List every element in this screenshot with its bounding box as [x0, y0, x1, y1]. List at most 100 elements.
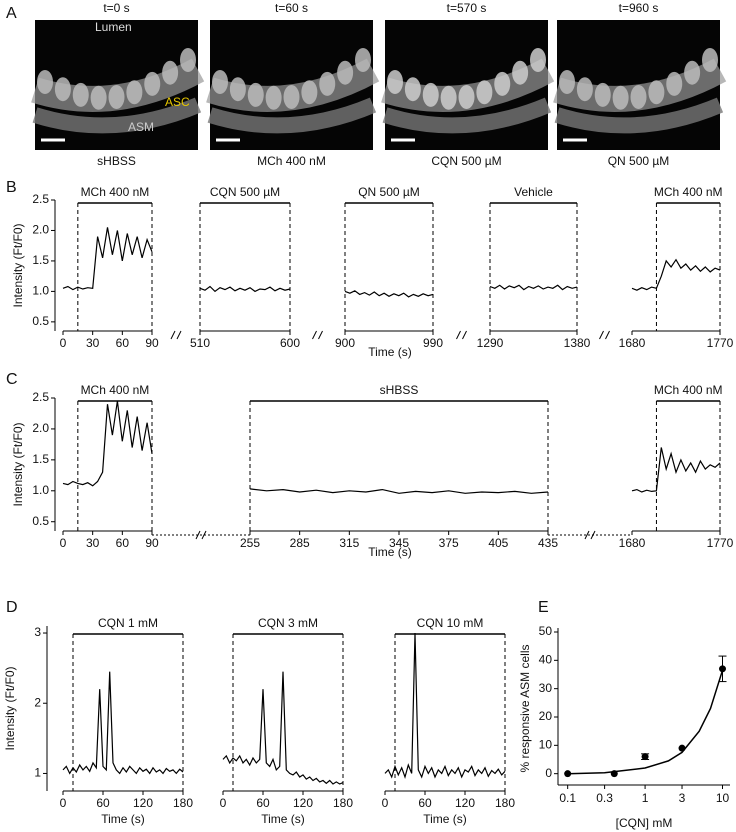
y-tick-label: 2.0 [32, 421, 49, 435]
stimulus-label: CQN 10 mM [417, 616, 484, 630]
image-caption: sHBSS [97, 154, 136, 168]
cell [90, 85, 107, 110]
y-tick-label: 1.0 [32, 284, 49, 298]
x-tick-label: 1770 [707, 336, 734, 350]
asm-label: ASM [128, 120, 154, 134]
y-tick-label: 1.5 [32, 452, 49, 466]
y-tick-label: 50 [539, 624, 553, 638]
x-tick-label: 60 [116, 336, 130, 350]
x-tick-label: 0.3 [596, 791, 613, 805]
x-tick-label: 180 [495, 796, 515, 810]
x-tick-label: 120 [133, 796, 153, 810]
stimulus-label: MCh 400 nM [654, 185, 723, 199]
trace [62, 401, 153, 487]
x-tick-label: 600 [280, 336, 300, 350]
asc-label: ASC [165, 95, 190, 109]
cell [422, 82, 439, 107]
cell [684, 60, 701, 85]
cell [301, 80, 318, 105]
smooth-muscle-band [207, 97, 377, 134]
y-tick-label: 2.0 [32, 223, 49, 237]
x-tick-label: 30 [86, 336, 100, 350]
x-axis-title: Time (s) [261, 812, 305, 826]
x-tick-label: 285 [290, 536, 310, 550]
x-tick-label: 435 [538, 536, 558, 550]
x-tick-label: 60 [256, 796, 270, 810]
cell [387, 70, 403, 94]
x-axis-title: Time (s) [101, 812, 145, 826]
x-tick-label: 180 [333, 796, 353, 810]
stimulus-label: Vehicle [514, 185, 553, 199]
axis-break [176, 330, 182, 340]
y-tick-label: 2.5 [32, 192, 49, 206]
x-tick-label: 90 [145, 536, 159, 550]
cell [283, 85, 300, 109]
x-tick-label: 315 [339, 536, 359, 550]
cell [559, 70, 575, 94]
cell [702, 48, 718, 72]
data-point [610, 770, 618, 778]
smooth-muscle-band [554, 97, 724, 134]
x-tick-label: 60 [96, 796, 110, 810]
y-tick-label: 1.5 [32, 253, 49, 267]
panel-label: A [6, 5, 17, 22]
y-tick-label: 30 [539, 681, 553, 695]
x-tick-label: 90 [145, 336, 159, 350]
y-tick-label: 2 [34, 695, 41, 709]
cell [180, 48, 196, 72]
time-label: t=60 s [275, 1, 308, 15]
x-tick-label: 0 [220, 796, 227, 810]
image-caption: QN 500 µM [608, 154, 670, 168]
time-label: t=0 s [103, 1, 129, 15]
image-caption: CQN 500 µM [431, 154, 501, 168]
cell [494, 71, 511, 96]
stimulus-label: CQN 3 mM [258, 616, 318, 630]
trace [62, 671, 184, 775]
x-tick-label: 120 [293, 796, 313, 810]
y-tick-label: 1.0 [32, 483, 49, 497]
y-tick-label: 1 [34, 766, 41, 780]
y-tick-label: 0 [545, 766, 552, 780]
x-tick-label: 405 [488, 536, 508, 550]
x-tick-label: 1680 [619, 536, 646, 550]
x-tick-label: 1680 [619, 336, 646, 350]
cell [458, 85, 475, 109]
cell [212, 70, 228, 94]
axis-break [599, 330, 604, 340]
trace [344, 290, 434, 298]
y-tick-label: 0.5 [32, 314, 49, 328]
cell [126, 80, 143, 105]
x-tick-label: 60 [116, 536, 130, 550]
cell [476, 80, 493, 105]
cell [144, 71, 161, 96]
smooth-muscle-band [32, 97, 202, 134]
cell [54, 77, 71, 102]
axis-break [605, 330, 610, 340]
x-tick-label: 0 [382, 796, 389, 810]
y-axis-title: Intensity (Ft/F0) [11, 422, 25, 506]
cell [404, 77, 421, 102]
axis-break [318, 330, 323, 340]
axis-break [312, 330, 317, 340]
y-tick-label: 20 [539, 709, 553, 723]
trace [631, 447, 721, 493]
cell [229, 77, 246, 102]
axis-break [584, 530, 590, 540]
panel-label: E [538, 599, 549, 616]
trace [631, 258, 721, 291]
cell [37, 70, 53, 94]
trace [384, 632, 506, 779]
axis-break [195, 530, 201, 540]
lumen-label: Lumen [95, 20, 132, 34]
cell [265, 85, 282, 110]
data-point [718, 665, 726, 673]
data-point [641, 753, 649, 761]
cell [162, 60, 179, 85]
cell [247, 82, 264, 107]
cell [630, 85, 647, 109]
panel-label: D [6, 599, 18, 616]
axis-break [201, 530, 207, 540]
x-tick-label: 1290 [477, 336, 504, 350]
cell [576, 77, 593, 102]
cell [512, 60, 529, 85]
